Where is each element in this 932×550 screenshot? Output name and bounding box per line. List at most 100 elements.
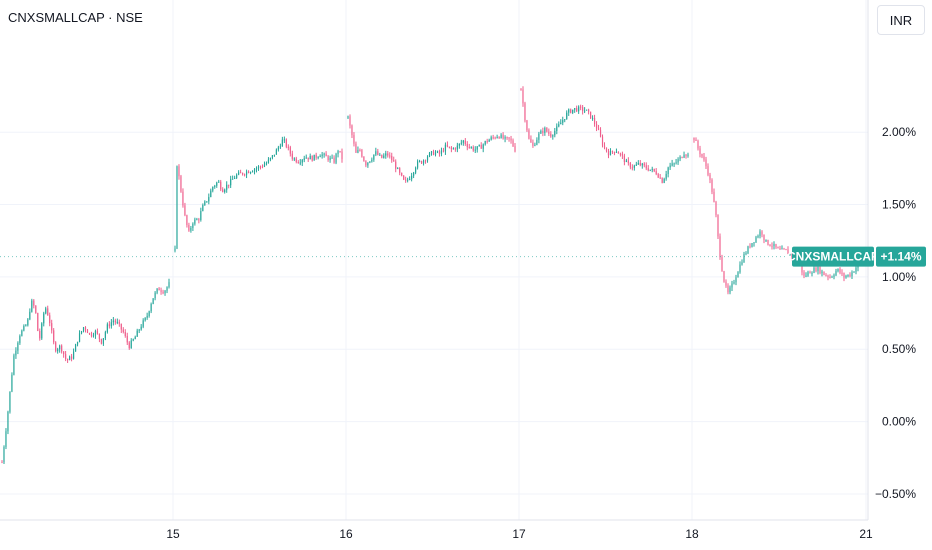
candle-body [572, 109, 574, 113]
candle-body [641, 163, 643, 166]
candle-body [106, 324, 108, 333]
candle-body [178, 166, 180, 177]
candle-body [480, 145, 482, 149]
candle-body [387, 153, 389, 156]
candle-body [142, 320, 144, 327]
candle-body [639, 162, 641, 166]
candle-body [591, 118, 594, 120]
candle-body [228, 184, 230, 186]
candle-body [166, 287, 168, 291]
candle-body [391, 155, 393, 161]
candle-body [530, 138, 532, 143]
candle-body [524, 103, 526, 121]
candle-body [544, 127, 546, 133]
candle-body [526, 120, 528, 131]
candle-body [550, 133, 552, 137]
candle-body [234, 177, 236, 179]
candle-body [70, 356, 73, 359]
candle-body [86, 329, 89, 334]
candle-body [785, 249, 787, 251]
candle-body [629, 162, 631, 168]
candle-body [359, 150, 361, 152]
candle-body [454, 148, 456, 150]
candle-body [162, 291, 164, 294]
candle-body [84, 327, 87, 330]
candle-body [218, 181, 220, 183]
candle-body [805, 275, 807, 277]
candle-body [753, 242, 755, 244]
candle-body [673, 163, 675, 165]
candle-body [667, 167, 669, 174]
candle-body [685, 154, 687, 156]
candle-body [520, 88, 522, 90]
candle-body [432, 151, 435, 155]
candle-body [301, 159, 303, 163]
candle-body [399, 168, 401, 173]
candle-body [251, 171, 254, 173]
candle-body [777, 247, 779, 249]
candle-body [289, 147, 291, 154]
y-tick-label: 1.00% [882, 270, 916, 284]
candle-body [393, 160, 395, 162]
candle-body [426, 156, 429, 161]
candle-body [687, 154, 689, 156]
candle-body [707, 166, 709, 175]
candle-body [21, 330, 23, 336]
candle-body [787, 249, 789, 255]
candle-body [478, 145, 480, 147]
candle-body [397, 168, 399, 170]
candle-body [601, 136, 604, 146]
candle-body [112, 320, 114, 323]
candle-body [130, 340, 132, 349]
candle-body [580, 106, 582, 108]
candle-body [825, 275, 827, 277]
candle-body [817, 266, 819, 272]
candle-body [855, 267, 857, 272]
candle-body [771, 245, 773, 247]
candle-body [683, 154, 685, 158]
candle-body [490, 137, 492, 140]
candle-body [220, 181, 222, 190]
candle-body [801, 263, 803, 273]
candle-body [196, 219, 198, 221]
candle-body [59, 345, 61, 350]
candle-body [51, 323, 53, 331]
candle-body [118, 321, 120, 324]
candle-body [759, 231, 761, 237]
candle-body [424, 160, 427, 162]
candle-body [35, 305, 37, 314]
candle-body [277, 147, 279, 150]
candle-body [428, 152, 431, 157]
candle-body [568, 109, 570, 113]
candle-body [259, 166, 262, 168]
currency-button[interactable]: INR [877, 5, 925, 35]
candle-body [739, 264, 741, 273]
candle-body [327, 156, 329, 161]
candle-body [74, 344, 77, 352]
candle-body [446, 144, 449, 147]
x-tick-label: 17 [512, 527, 526, 541]
candle-body [291, 153, 293, 159]
candle-body [124, 332, 126, 336]
candle-body [671, 163, 673, 166]
candle-body [242, 172, 244, 175]
candle-body [55, 342, 57, 352]
candle-body [226, 184, 228, 190]
candle-body [851, 272, 853, 277]
candle-body [827, 275, 829, 277]
candle-body [649, 169, 651, 171]
candle-body [329, 157, 331, 161]
candle-body [807, 272, 809, 276]
candle-body [176, 166, 178, 249]
candle-body [576, 108, 578, 112]
candle-body [5, 431, 7, 447]
candle-body [65, 354, 67, 359]
candle-body [781, 248, 783, 250]
candle-body [295, 158, 297, 162]
candle-body [7, 411, 9, 432]
candle-body [331, 157, 333, 159]
candle-body [416, 161, 419, 168]
x-tick-label: 18 [685, 527, 699, 541]
candle-body [1, 462, 3, 464]
